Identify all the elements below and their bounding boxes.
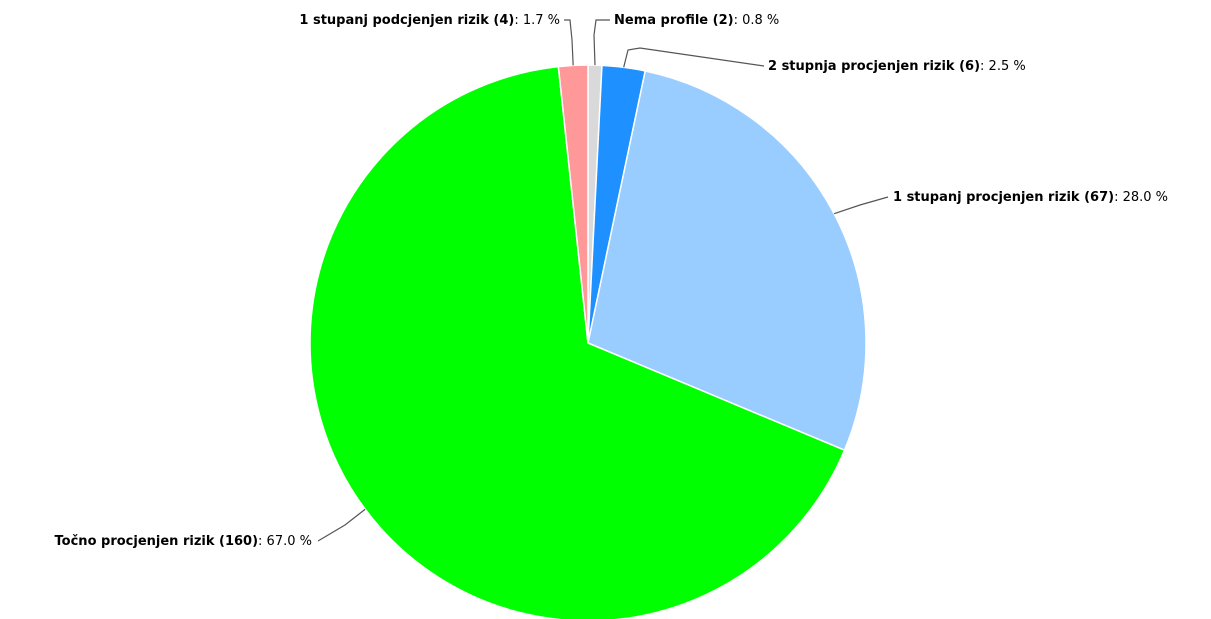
label-name: Nema profile (2) [614, 13, 734, 28]
label-name: 1 stupanj podcjenjen rizik (4) [299, 13, 514, 28]
data-label: Nema profile (2): 0.8 % [614, 13, 779, 28]
data-label: 1 stupanj podcjenjen rizik (4): 1.7 % [299, 13, 560, 28]
leader-line [623, 47, 765, 68]
label-value: : 67.0 % [258, 534, 312, 549]
label-name: 2 stupnja procjenjen rizik (6) [768, 59, 980, 74]
label-value: : 0.8 % [734, 13, 780, 28]
leader-line [564, 19, 574, 66]
data-label: 1 stupanj procjenjen rizik (67): 28.0 % [893, 190, 1168, 205]
leader-line [317, 508, 366, 542]
label-value: : 1.7 % [514, 13, 560, 28]
label-name: Točno procjenjen rizik (160) [55, 534, 259, 549]
pie-slice [587, 70, 867, 452]
pie-slice [557, 64, 589, 344]
label-value: : 28.0 % [1114, 190, 1168, 205]
data-label: Točno procjenjen rizik (160): 67.0 % [55, 534, 312, 549]
leader-line [593, 19, 610, 66]
label-value: : 2.5 % [980, 59, 1026, 74]
data-label: 2 stupnja procjenjen rizik (6): 2.5 % [768, 59, 1026, 74]
label-name: 1 stupanj procjenjen rizik (67) [893, 190, 1114, 205]
leader-line [833, 196, 889, 215]
pie-slice [309, 65, 846, 619]
